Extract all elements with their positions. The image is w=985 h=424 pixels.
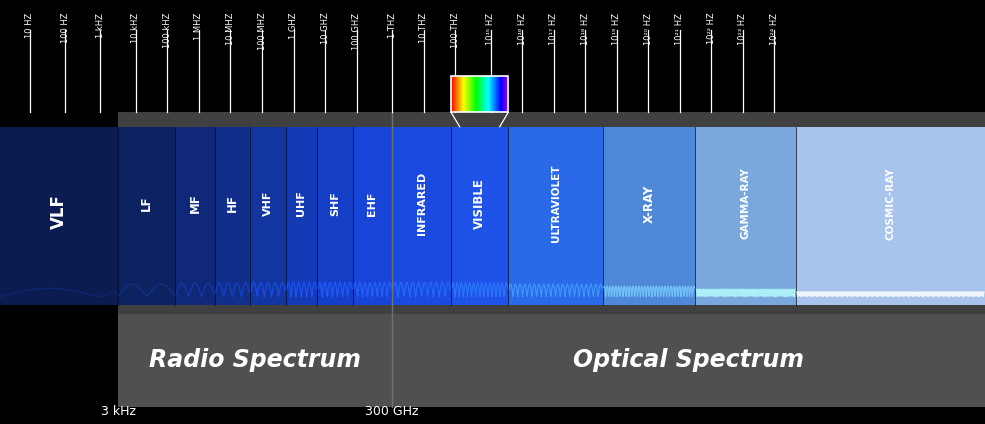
Text: 10²² HZ: 10²² HZ [706, 13, 716, 45]
Text: MF: MF [188, 194, 202, 213]
Text: INFRARED: INFRARED [417, 172, 427, 235]
Bar [451, 76, 508, 112]
Text: 1 GHZ: 1 GHZ [289, 13, 298, 39]
Text: 10²¹ HZ: 10²¹ HZ [675, 13, 685, 45]
Text: 10 kHZ: 10 kHZ [131, 13, 141, 43]
Text: Optical Spectrum: Optical Spectrum [573, 349, 804, 372]
Text: 10¹⁶ HZ: 10¹⁶ HZ [517, 13, 527, 45]
Bar [0, 127, 118, 305]
Text: VLF: VLF [50, 195, 68, 229]
Text: 10¹⁵ HZ: 10¹⁵ HZ [486, 13, 495, 45]
Text: 10²³ HZ: 10²³ HZ [738, 13, 748, 45]
Bar [175, 127, 215, 305]
Text: 100 MHZ: 100 MHZ [257, 13, 267, 50]
Bar [215, 127, 250, 305]
Text: 1 THZ: 1 THZ [387, 13, 397, 38]
Bar [695, 127, 796, 305]
Text: VHF: VHF [263, 191, 273, 216]
Text: 10 THZ: 10 THZ [419, 13, 428, 43]
Bar [118, 314, 985, 407]
Text: 10 GHZ: 10 GHZ [320, 13, 330, 45]
Text: COSMIC-RAY: COSMIC-RAY [886, 167, 895, 240]
Text: 10 MHZ: 10 MHZ [226, 13, 235, 45]
Bar [317, 127, 353, 305]
Text: GAMMA-RAY: GAMMA-RAY [741, 167, 751, 240]
Text: UHF: UHF [296, 191, 306, 216]
Bar [118, 112, 985, 314]
Text: 1 MHZ: 1 MHZ [194, 13, 204, 40]
Text: 100 kHZ: 100 kHZ [163, 13, 172, 48]
Bar [250, 127, 286, 305]
Text: HF: HF [226, 195, 239, 212]
Text: 100 THZ: 100 THZ [450, 13, 460, 48]
Text: Radio Spectrum: Radio Spectrum [149, 349, 361, 372]
Bar [451, 127, 508, 305]
Text: 10 HZ: 10 HZ [25, 13, 34, 38]
Text: ULTRAVIOLET: ULTRAVIOLET [551, 165, 560, 242]
Bar [353, 127, 392, 305]
Text: 10²⁴ HZ: 10²⁴ HZ [769, 13, 779, 45]
Text: SHF: SHF [330, 191, 340, 216]
Text: 10¹⁹ HZ: 10¹⁹ HZ [612, 13, 622, 45]
Bar [118, 127, 175, 305]
Bar [603, 127, 695, 305]
Text: 10¹⁸ HZ: 10¹⁸ HZ [580, 13, 590, 45]
Text: 3 kHz: 3 kHz [100, 404, 136, 418]
Text: 100 GHZ: 100 GHZ [352, 13, 361, 50]
Bar [392, 127, 451, 305]
Bar [508, 127, 603, 305]
Text: 10¹⁷ HZ: 10¹⁷ HZ [549, 13, 558, 45]
Text: VISIBLE: VISIBLE [473, 178, 487, 229]
Text: 10²⁰ HZ: 10²⁰ HZ [643, 13, 653, 45]
Text: 1 kHZ: 1 kHZ [96, 13, 105, 38]
Bar [796, 127, 985, 305]
Bar [286, 127, 317, 305]
Text: X-RAY: X-RAY [642, 184, 656, 223]
Text: LF: LF [140, 196, 154, 211]
Text: EHF: EHF [367, 191, 377, 216]
Text: 100 HZ: 100 HZ [60, 13, 70, 43]
Text: 300 GHz: 300 GHz [365, 404, 419, 418]
